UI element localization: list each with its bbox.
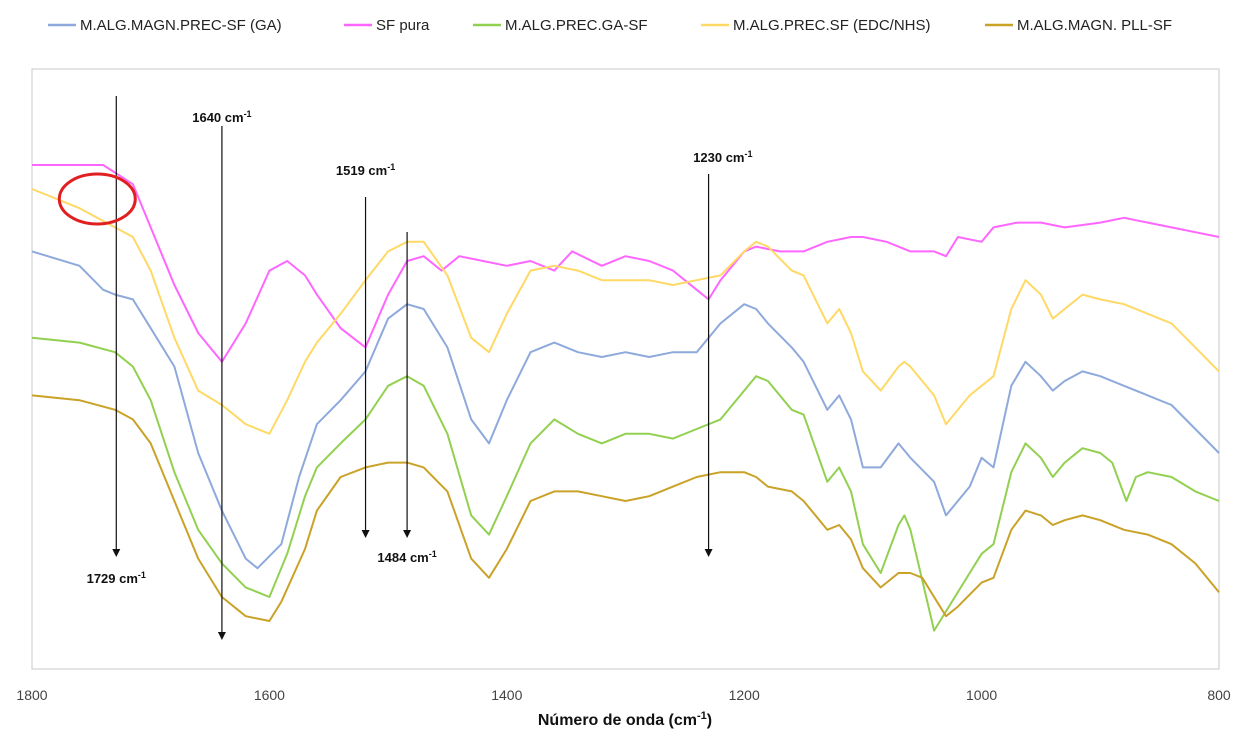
series-layer bbox=[31, 164, 1220, 632]
peak-annotation: 1230 cm-1 bbox=[693, 149, 753, 557]
highlight-circle bbox=[57, 172, 137, 226]
x-tick-label: 800 bbox=[1207, 687, 1231, 703]
annotation-label: 1640 cm-1 bbox=[192, 109, 251, 125]
series-line bbox=[32, 164, 1220, 363]
legend-item: SF pura bbox=[344, 17, 430, 34]
x-tick-label: 1800 bbox=[16, 687, 47, 703]
legend-label: SF pura bbox=[376, 17, 430, 34]
x-tick-label: 1600 bbox=[254, 687, 285, 703]
peak-annotation: 1484 cm-1 bbox=[377, 232, 437, 565]
x-axis-label: Número de onda (cm-1) bbox=[538, 710, 712, 729]
legend-label: M.ALG.MAGN.PREC-SF (GA) bbox=[80, 17, 282, 34]
x-tick-label: 1000 bbox=[966, 687, 997, 703]
legend-item: M.ALG.PREC.GA-SF bbox=[473, 17, 648, 34]
series-line bbox=[31, 250, 1220, 570]
legend-label: M.ALG.PREC.SF (EDC/NHS) bbox=[733, 17, 931, 34]
series-line bbox=[31, 336, 1220, 632]
annotation-layer: 1729 cm-1 1640 cm-1 1519 cm-1 1484 cm-1 1230… bbox=[57, 96, 753, 640]
legend-item: M.ALG.PREC.SF (EDC/NHS) bbox=[701, 17, 931, 34]
legend-item: M.ALG.MAGN. PLL-SF bbox=[985, 17, 1172, 34]
x-tick-label: 1400 bbox=[491, 687, 522, 703]
annotation-label: 1519 cm-1 bbox=[336, 162, 395, 178]
series-line bbox=[31, 394, 1220, 622]
peak-annotation: 1519 cm-1 bbox=[336, 162, 395, 538]
legend-label: M.ALG.PREC.GA-SF bbox=[505, 17, 648, 34]
x-axis: 1800 1600 1400 1200 1000 800 bbox=[16, 687, 1230, 703]
legend-label: M.ALG.MAGN. PLL-SF bbox=[1017, 17, 1172, 34]
peak-annotation: 1640 cm-1 bbox=[192, 109, 252, 640]
series-line bbox=[31, 188, 1220, 435]
legend: M.ALG.MAGN.PREC-SF (GA) SF pura M.ALG.PREC… bbox=[48, 17, 1172, 34]
peak-annotation: 1729 cm-1 bbox=[87, 96, 146, 586]
annotation-label: 1729 cm-1 bbox=[87, 570, 146, 586]
annotation-label: 1484 cm-1 bbox=[377, 549, 436, 565]
plot-area-frame bbox=[31, 68, 1220, 670]
x-tick-label: 1200 bbox=[729, 687, 760, 703]
legend-item: M.ALG.MAGN.PREC-SF (GA) bbox=[48, 17, 282, 34]
annotation-label: 1230 cm-1 bbox=[693, 149, 752, 165]
